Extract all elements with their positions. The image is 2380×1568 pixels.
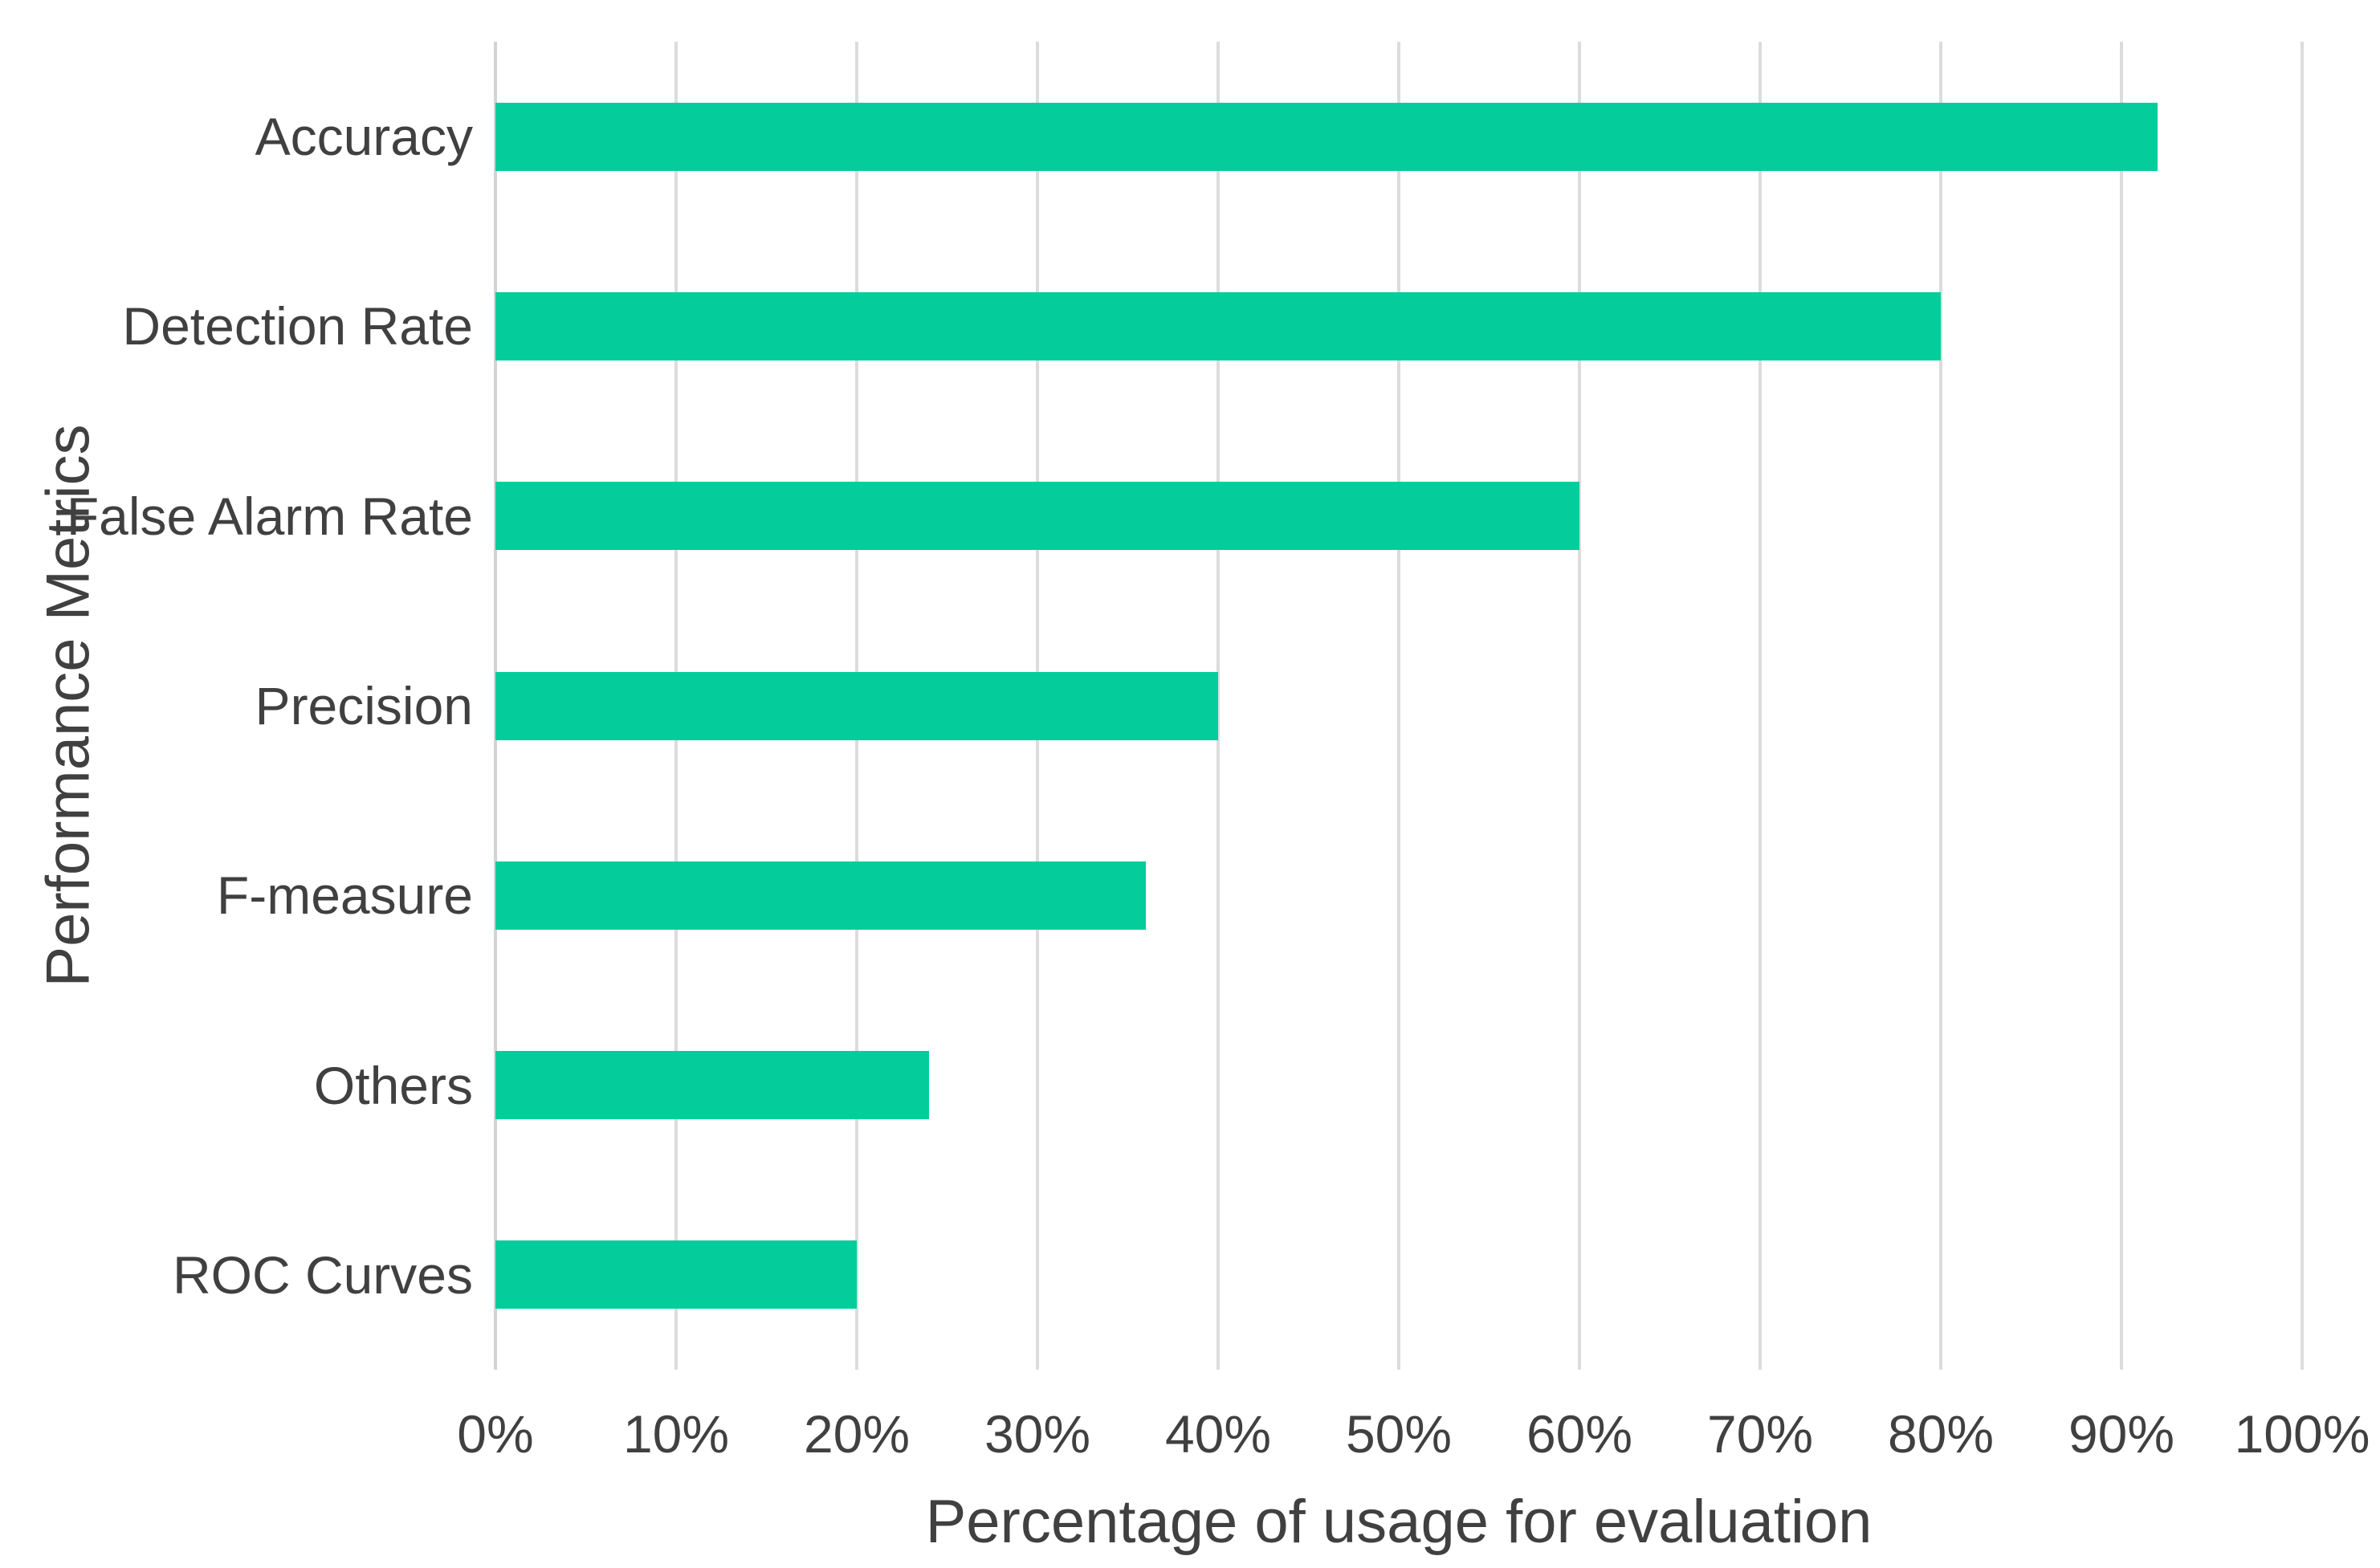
category-label: Detection Rate [122, 296, 473, 356]
category-label: Accuracy [255, 107, 473, 167]
x-tick-label: 20% [803, 1404, 911, 1464]
gridline [2120, 42, 2123, 1370]
x-axis-title: Percentage of usage for evaluation [925, 1488, 1873, 1556]
gridline [2301, 42, 2304, 1370]
x-tick-label: 0% [457, 1404, 534, 1464]
x-tick-label: 10% [622, 1404, 730, 1464]
category-label: Precision [255, 676, 473, 735]
gridline [1759, 42, 1762, 1370]
bar-false-alarm-rate [495, 482, 1579, 551]
plot-area [494, 42, 2304, 1370]
category-label: Others [313, 1055, 473, 1115]
bar-precision [495, 671, 1218, 740]
category-label: False Alarm Rate [66, 486, 473, 546]
bar-roc-curves [495, 1240, 857, 1309]
gridline [1397, 42, 1400, 1370]
category-label: F-measure [216, 865, 473, 926]
x-tick-label: 40% [1164, 1404, 1272, 1464]
gridline [1578, 42, 1581, 1370]
x-tick-label: 70% [1706, 1404, 1814, 1464]
x-tick-label: 100% [2234, 1404, 2370, 1464]
x-tick-label: 80% [1887, 1404, 1995, 1464]
gridline [1939, 42, 1942, 1370]
gridline [1216, 42, 1220, 1370]
x-tick-label: 90% [2068, 1404, 2175, 1464]
x-tick-label: 60% [1526, 1404, 1633, 1464]
x-tick-label: 50% [1345, 1404, 1453, 1464]
bar-f-measure [495, 861, 1146, 930]
bar-accuracy [495, 102, 2158, 171]
bar-others [495, 1051, 929, 1120]
bar-detection-rate [495, 291, 1941, 360]
x-tick-label: 30% [984, 1404, 1091, 1464]
category-label: ROC Curves [172, 1244, 473, 1305]
